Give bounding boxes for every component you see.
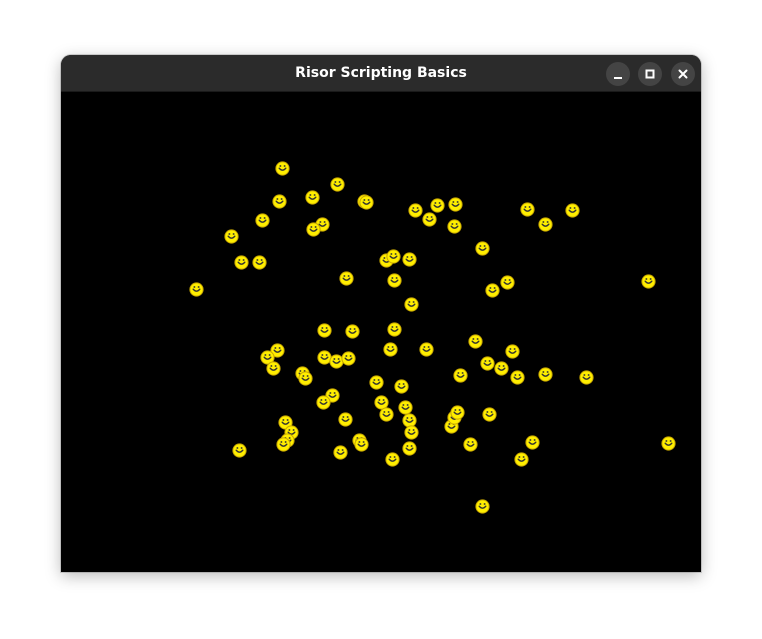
smiley-sprite (474, 240, 490, 256)
smiley-sprite (277, 414, 293, 430)
minimize-icon (614, 77, 622, 79)
smiley-sprite (446, 218, 462, 234)
smiley-sprite (429, 197, 445, 213)
smiley-sprite (519, 201, 535, 217)
smiley-sprite (358, 194, 374, 210)
close-button[interactable] (671, 62, 695, 86)
smiley-sprite (271, 193, 287, 209)
smiley-sprite (305, 221, 321, 237)
smiley-sprite (537, 366, 553, 382)
smiley-sprite (481, 406, 497, 422)
smiley-sprite (385, 248, 401, 264)
smiley-sprite (223, 228, 239, 244)
smiley-sprite (340, 350, 356, 366)
smiley-sprite (401, 251, 417, 267)
smiley-sprite (316, 322, 332, 338)
smiley-sprite (382, 341, 398, 357)
smiley-sprite (316, 349, 332, 365)
smiley-sprite (373, 394, 389, 410)
smiley-sprite (578, 369, 594, 385)
smiley-sprite (513, 451, 529, 467)
smiley-sprite (418, 341, 434, 357)
smiley-sprite (386, 321, 402, 337)
smiley-sprite (504, 343, 520, 359)
smiley-sprite (449, 404, 465, 420)
smiley-sprite (269, 342, 285, 358)
smiley-sprite (304, 189, 320, 205)
smiley-sprite (509, 369, 525, 385)
smiley-sprite (407, 202, 423, 218)
smiley-sprite (315, 394, 331, 410)
maximize-icon (645, 69, 655, 79)
smiley-sprite (484, 282, 500, 298)
smiley-sprite (564, 202, 580, 218)
smiley-sprite (467, 333, 483, 349)
smiley-sprite (499, 274, 515, 290)
smiley-sprite (462, 436, 478, 452)
smiley-sprite (537, 216, 553, 232)
smiley-sprite (338, 270, 354, 286)
smiley-sprite (386, 272, 402, 288)
smiley-sprite (275, 436, 291, 452)
smiley-sprite (378, 406, 394, 422)
window-title: Risor Scripting Basics (295, 65, 467, 81)
smiley-sprite (259, 349, 275, 365)
smiley-sprite (188, 281, 204, 297)
smiley-sprite (397, 399, 413, 415)
smiley-sprite (254, 212, 270, 228)
smiley-sprite (403, 296, 419, 312)
smiley-sprite (353, 436, 369, 452)
smiley-sprite (403, 424, 419, 440)
smiley-sprite (332, 444, 348, 460)
smiley-sprite (265, 360, 281, 376)
smiley-sprite (251, 254, 267, 270)
smiley-sprite (393, 378, 409, 394)
smiley-sprite (384, 451, 400, 467)
smiley-sprite (493, 360, 509, 376)
smiley-sprite (274, 160, 290, 176)
close-icon (678, 69, 688, 79)
smiley-sprite (452, 367, 468, 383)
smiley-sprite (231, 442, 247, 458)
title-bar[interactable]: Risor Scripting Basics (61, 55, 701, 92)
smiley-sprite (474, 498, 490, 514)
smiley-sprite (297, 370, 313, 386)
smiley-sprite (524, 434, 540, 450)
smiley-sprite (233, 254, 249, 270)
smiley-sprite (329, 176, 345, 192)
smiley-sprite (479, 355, 495, 371)
game-canvas[interactable] (61, 92, 701, 572)
app-window: Risor Scripting Basics (61, 55, 701, 572)
smiley-sprite (640, 273, 656, 289)
minimize-button[interactable] (606, 62, 630, 86)
maximize-button[interactable] (638, 62, 662, 86)
smiley-sprite (337, 411, 353, 427)
smiley-sprite (368, 374, 384, 390)
smiley-sprite (401, 440, 417, 456)
smiley-sprite (660, 435, 676, 451)
smiley-sprite (447, 196, 463, 212)
smiley-sprite (344, 323, 360, 339)
smiley-sprite (421, 211, 437, 227)
